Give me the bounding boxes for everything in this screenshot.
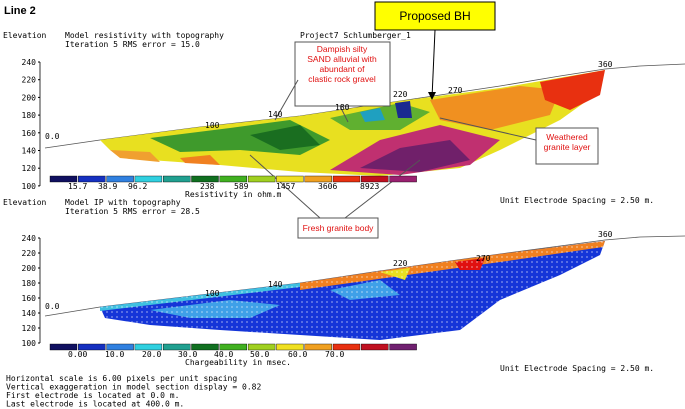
- footer-line: First electrode is located at 0.0 m.: [6, 391, 179, 400]
- scale-swatch: [304, 175, 332, 183]
- scale-label: 38.9: [98, 182, 117, 191]
- y-tick-label: 140: [22, 147, 37, 156]
- scale-label: 20.0: [142, 350, 161, 359]
- project: Project7 Schlumberger_1: [300, 31, 411, 40]
- distance-label: 360: [598, 60, 613, 69]
- distance-label: 220: [393, 90, 408, 99]
- scale-swatch: [247, 175, 276, 183]
- scale-label: 50.0: [250, 350, 269, 359]
- axis-label: Elevation: [3, 198, 47, 207]
- y-tick-label: 200: [22, 93, 37, 102]
- y-tick-label: 140: [22, 309, 37, 318]
- y-tick-label: 100: [22, 339, 37, 348]
- scale-swatch: [191, 343, 219, 351]
- scale-swatch: [106, 343, 134, 351]
- scale-swatch: [78, 343, 106, 351]
- annotation: Weathered: [546, 132, 588, 142]
- distance-label: 140: [268, 110, 283, 119]
- axis-label: Elevation: [3, 31, 47, 40]
- ip-section: [44, 235, 685, 340]
- model-line: Iteration 5 RMS error = 15.0: [65, 40, 200, 49]
- resistivity-section: [44, 63, 685, 176]
- y-tick-label: 220: [22, 76, 37, 85]
- scale-swatch: [162, 175, 191, 183]
- scale-swatch: [134, 175, 163, 183]
- y-tick-label: 160: [22, 129, 37, 138]
- scale-title: Chargeability in msec.: [185, 358, 291, 367]
- scale-label: 10.0: [105, 350, 124, 359]
- distance-label: 100: [205, 121, 220, 130]
- scale-swatch: [219, 343, 248, 351]
- banner: Proposed BH: [399, 9, 470, 23]
- y-tick-label: 120: [22, 324, 37, 333]
- spacing: Unit Electrode Spacing = 2.50 m.: [500, 196, 654, 205]
- distance-label: 220: [393, 259, 408, 268]
- page-title: Line 2: [4, 5, 36, 17]
- y-tick-label: 180: [22, 111, 37, 120]
- scale-swatch: [49, 175, 78, 183]
- scale-label: 15.7: [68, 182, 87, 191]
- scale-swatch: [276, 175, 304, 183]
- y-tick-label: 180: [22, 279, 37, 288]
- scale-label: 589: [234, 182, 249, 191]
- spacing: Unit Electrode Spacing = 2.50 m.: [500, 364, 654, 373]
- distance-label: 180: [335, 103, 350, 112]
- y-tick-label: 100: [22, 182, 37, 191]
- annotation: Fresh granite body: [303, 223, 375, 233]
- scale-label: 40.0: [214, 350, 233, 359]
- scale-label: 96.2: [128, 182, 147, 191]
- annotation: abundant of: [320, 64, 366, 74]
- scale-swatch: [49, 343, 78, 351]
- annotation: Dampish silty: [317, 44, 368, 54]
- scale-swatch: [276, 343, 304, 351]
- y-tick-label: 120: [22, 164, 37, 173]
- scale-swatch: [78, 175, 106, 183]
- scale-swatch: [106, 175, 134, 183]
- annotation: clastic rock gravel: [308, 74, 376, 84]
- distance-label: 100: [205, 289, 220, 298]
- scale-label: 0.00: [68, 350, 87, 359]
- model-line: Model resistivity with topography: [65, 31, 224, 40]
- scale-swatch: [162, 343, 191, 351]
- footer-line: Vertical exaggeration in model section d…: [6, 383, 261, 392]
- callouts: [249, 1, 599, 239]
- scale-label: 30.0: [178, 350, 197, 359]
- scale-swatch: [361, 175, 389, 183]
- annotation: granite layer: [544, 142, 591, 152]
- scale-swatch: [304, 343, 332, 351]
- y-tick-label: 220: [22, 249, 37, 258]
- y-tick-label: 200: [22, 264, 37, 273]
- distance-label: 270: [476, 254, 491, 263]
- model-line: Iteration 5 RMS error = 28.5: [65, 207, 200, 216]
- distance-label: 140: [268, 280, 283, 289]
- scale-swatch: [361, 343, 389, 351]
- scale-label: 70.0: [325, 350, 344, 359]
- distance-label: 360: [598, 230, 613, 239]
- model-line: Model IP with topography: [65, 198, 181, 207]
- annotation: SAND alluvial with: [307, 54, 377, 64]
- distance-label: 0.0: [45, 132, 60, 141]
- scale-label: 3606: [318, 182, 337, 191]
- scale-swatch: [389, 175, 417, 183]
- distance-label: 0.0: [45, 302, 60, 311]
- footer-line: Horizontal scale is 6.00 pixels per unit…: [6, 374, 237, 383]
- y-tick-label: 240: [22, 234, 37, 243]
- y-tick-label: 160: [22, 294, 37, 303]
- scale-label: 1457: [276, 182, 295, 191]
- scale-swatch: [191, 175, 219, 183]
- y-tick-label: 240: [22, 58, 37, 67]
- scale-swatch: [247, 343, 276, 351]
- scale-label: 238: [200, 182, 215, 191]
- scale-swatch: [389, 343, 417, 351]
- scale-swatch: [332, 343, 361, 351]
- scale-label: 8923: [360, 182, 379, 191]
- scale-title: Resistivity in ohm.m: [185, 190, 282, 199]
- scale-swatch: [134, 343, 163, 351]
- scale-swatch: [219, 175, 248, 183]
- scale-swatch: [332, 175, 361, 183]
- footer-line: Last electrode is located at 400.0 m.: [6, 400, 184, 409]
- distance-label: 270: [448, 86, 463, 95]
- scale-label: 60.0: [288, 350, 307, 359]
